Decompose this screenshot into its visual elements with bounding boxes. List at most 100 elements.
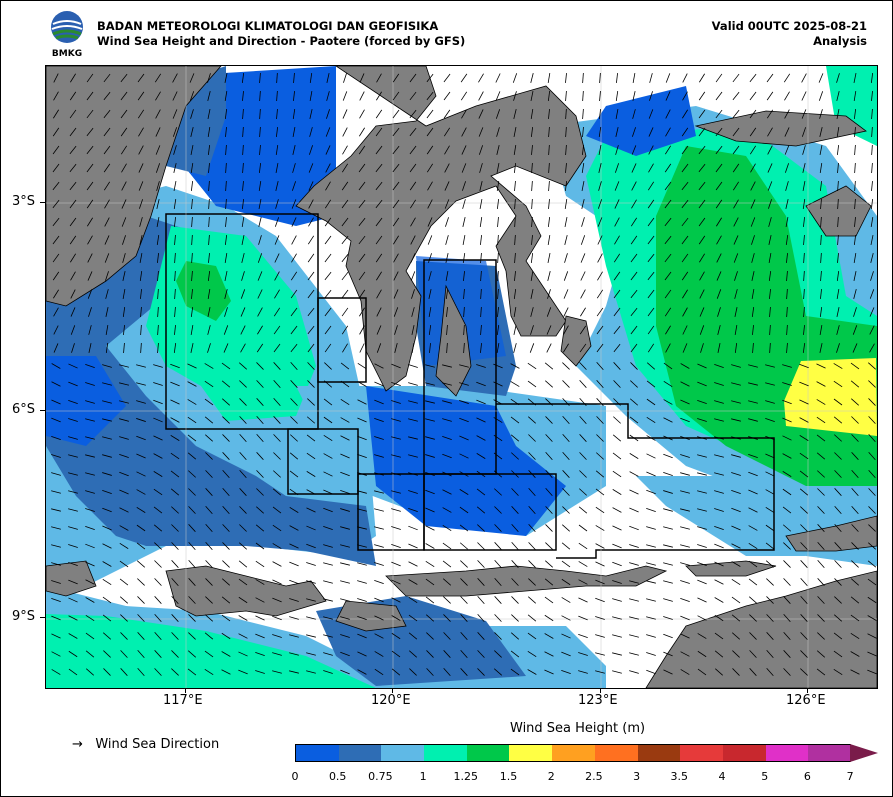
- wind-arrow: [357, 526, 367, 530]
- wind-arrow: [273, 434, 281, 442]
- wind-arrow: [850, 578, 860, 586]
- wind-arrow: [632, 91, 636, 101]
- wind-arrow: [153, 453, 163, 459]
- wind-arrow: [85, 490, 95, 494]
- wind-arrow: [241, 253, 245, 263]
- wind-arrow: [544, 596, 554, 604]
- wind-arrow: [68, 668, 78, 676]
- wind-arrow: [241, 271, 245, 281]
- wind-arrow: [513, 288, 517, 300]
- wind-arrow: [734, 342, 738, 354]
- wind-arrow: [256, 343, 264, 353]
- wind-arrow: [242, 180, 244, 192]
- wind-arrow: [530, 325, 534, 335]
- wind-arrow: [272, 488, 282, 496]
- y-label-9s: 9°S: [12, 609, 36, 624]
- wind-arrow: [309, 72, 313, 84]
- wind-arrow: [70, 289, 76, 299]
- wind-arrow: [238, 578, 248, 586]
- wind-arrow: [306, 434, 316, 442]
- wind-arrow: [340, 490, 350, 494]
- wind-arrow: [581, 181, 585, 191]
- wind-arrow: [511, 524, 519, 532]
- wind-arrow: [716, 253, 722, 263]
- wind-arrow: [851, 398, 859, 406]
- wind-arrow: [530, 289, 534, 299]
- wind-arrow: [663, 651, 673, 657]
- wind-arrow: [70, 307, 76, 317]
- wind-arrow: [153, 435, 163, 441]
- wind-arrow: [820, 216, 822, 228]
- wind-arrow: [136, 435, 146, 441]
- wind-arrow: [306, 634, 316, 638]
- wind-arrow: [714, 436, 724, 440]
- wind-arrow: [256, 380, 264, 388]
- wind-arrow: [340, 598, 350, 602]
- wind-arrow: [291, 253, 297, 263]
- wind-arrow: [748, 507, 758, 513]
- wind-arrow: [769, 342, 771, 354]
- wind-arrow: [544, 362, 554, 370]
- wind-arrow: [290, 380, 298, 388]
- wind-arrow: [340, 526, 350, 530]
- wind-arrow: [612, 434, 622, 442]
- wind-arrow: [816, 363, 826, 369]
- wind-arrow: [664, 289, 672, 299]
- wind-arrow: [562, 452, 570, 460]
- wind-arrow: [174, 252, 176, 264]
- wind-arrow: [616, 72, 618, 84]
- wind-arrow: [86, 109, 94, 119]
- wind-arrow: [187, 399, 197, 405]
- wind-arrow: [816, 381, 826, 387]
- wind-arrow: [545, 416, 553, 424]
- wind-arrow: [853, 73, 857, 83]
- wind-arrow: [697, 381, 707, 387]
- wind-arrow: [374, 417, 384, 423]
- wind-arrow: [172, 109, 178, 119]
- wind-arrow: [241, 198, 245, 210]
- wind-arrow: [680, 454, 690, 458]
- wind-arrow: [545, 542, 553, 550]
- wind-arrow: [409, 109, 417, 119]
- wind-arrow: [868, 524, 876, 532]
- wind-arrow: [272, 543, 282, 549]
- wind-arrow: [547, 271, 551, 281]
- wind-arrow: [190, 162, 194, 174]
- wind-arrow: [102, 614, 112, 622]
- wind-arrow: [308, 163, 314, 173]
- wind-arrow: [408, 400, 418, 404]
- wind-arrow: [307, 343, 315, 353]
- wind-arrow: [324, 307, 332, 317]
- wind-arrow: [513, 162, 517, 174]
- wind-arrow: [306, 525, 316, 531]
- wind-arrow: [663, 562, 673, 566]
- wind-arrow: [765, 435, 775, 441]
- wind-arrow: [494, 542, 502, 550]
- wind-arrow: [833, 363, 843, 369]
- wind-arrow: [854, 162, 856, 174]
- wind-arrow: [411, 325, 415, 335]
- wind-arrow: [462, 252, 466, 264]
- wind-arrow: [613, 271, 621, 281]
- wind-arrow: [426, 145, 434, 155]
- wind-arrow: [663, 380, 673, 388]
- wind-arrow: [477, 632, 485, 640]
- wind-arrow: [478, 109, 484, 119]
- wind-arrow: [817, 488, 825, 496]
- wind-arrow: [816, 434, 826, 442]
- wind-arrow: [646, 598, 656, 602]
- wind-arrow: [272, 524, 282, 532]
- wind-arrow: [579, 488, 587, 496]
- wind-arrow: [409, 127, 417, 137]
- wind-arrow: [425, 543, 435, 549]
- wind-arrow: [170, 399, 180, 405]
- wind-arrow: [207, 73, 211, 83]
- wind-arrow: [800, 614, 808, 622]
- wind-arrow: [496, 127, 500, 137]
- wind-arrow: [323, 471, 333, 477]
- wind-arrow: [476, 470, 486, 478]
- wind-arrow: [291, 235, 297, 245]
- wind-arrow: [442, 364, 452, 368]
- wind-arrow: [629, 525, 639, 531]
- wind-arrow: [630, 362, 638, 370]
